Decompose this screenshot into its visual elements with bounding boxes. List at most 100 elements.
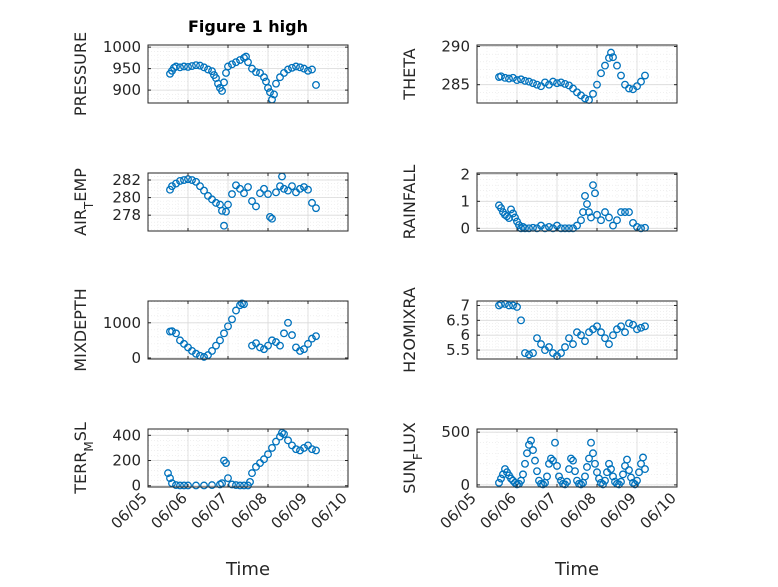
- data-point: [204, 65, 212, 74]
- data-point: [605, 340, 613, 349]
- data-point: [523, 449, 531, 458]
- data-point: [551, 438, 559, 447]
- axes-box: [147, 428, 349, 488]
- data-point: [641, 322, 649, 331]
- data-point: [300, 345, 308, 354]
- data-point: [501, 73, 509, 82]
- data-point: [589, 89, 597, 98]
- data-point: [629, 320, 637, 329]
- data-point: [601, 61, 609, 70]
- data-point: [511, 213, 519, 222]
- data-point: [565, 334, 573, 343]
- x-tick-label: 06/09: [268, 489, 311, 532]
- subplot-1: 900 950 1000 PRESSURE Figure 1 high: [71, 17, 349, 116]
- y-tick-label: 0: [131, 349, 141, 367]
- data-point: [168, 327, 176, 336]
- data-point: [224, 474, 232, 483]
- data-point: [308, 198, 316, 207]
- data-point: [228, 315, 236, 324]
- data-point: [180, 176, 188, 184]
- data-point: [196, 61, 204, 70]
- data-point: [561, 224, 569, 233]
- data-point: [627, 473, 635, 482]
- data-point: [236, 184, 244, 193]
- data-point: [505, 74, 513, 83]
- data-point: [629, 218, 637, 227]
- data-point: [495, 478, 503, 487]
- data-point: [635, 468, 643, 477]
- data-point: [296, 63, 304, 72]
- x-tick-label: 06/10: [637, 489, 680, 532]
- data-point: [292, 445, 300, 454]
- data-point: [581, 94, 589, 103]
- plot-area: [148, 429, 348, 487]
- data-point: [172, 481, 180, 490]
- data-point: [529, 446, 537, 455]
- data-point: [625, 466, 633, 475]
- data-point: [164, 469, 172, 478]
- data-point: [166, 474, 174, 483]
- axes-box: [476, 172, 678, 232]
- y-tick-label: 2: [460, 165, 470, 183]
- data-point: [308, 65, 316, 74]
- data-point: [557, 349, 565, 358]
- data-point: [525, 224, 533, 233]
- data-point: [637, 323, 645, 332]
- data-point: [581, 472, 589, 481]
- data-point: [637, 224, 645, 233]
- data-point: [569, 340, 577, 349]
- data-point: [272, 79, 280, 88]
- data-point: [517, 224, 525, 233]
- data-point: [192, 481, 200, 490]
- data-point: [605, 213, 613, 222]
- data-point: [629, 478, 637, 487]
- data-point: [208, 67, 216, 76]
- data-point: [260, 455, 268, 464]
- data-point: [200, 63, 208, 72]
- data-point: [296, 346, 304, 355]
- data-point: [527, 436, 535, 445]
- data-point: [308, 334, 316, 343]
- data-point: [312, 446, 320, 455]
- y-tick-label: 290: [441, 38, 470, 56]
- data-point: [296, 184, 304, 193]
- data-point: [266, 212, 274, 221]
- subplot-6: 5.566.57 H2OMIXRA: [400, 287, 678, 373]
- data-point: [533, 467, 541, 476]
- data-point: [184, 481, 192, 490]
- data-point: [587, 438, 595, 447]
- data-point: [637, 77, 645, 86]
- data-point: [236, 301, 244, 310]
- data-point: [583, 200, 591, 208]
- data-point: [192, 61, 200, 70]
- data-point: [521, 76, 529, 85]
- data-point: [260, 73, 268, 82]
- x-tick-label: 06/05: [437, 489, 480, 532]
- data-point: [260, 184, 268, 193]
- data-point: [222, 207, 230, 216]
- y-axis-label: AIRTEMP: [71, 168, 96, 236]
- x-tick-label: 06/05: [108, 489, 151, 532]
- data-point: [497, 204, 505, 213]
- data-point: [216, 336, 224, 345]
- y-tick-label: 500: [441, 423, 470, 441]
- data-point: [312, 332, 320, 341]
- data-point: [591, 189, 599, 198]
- y-tick-label: 950: [112, 60, 141, 78]
- data-point: [517, 75, 525, 84]
- data-point: [252, 68, 260, 77]
- plot-area: [477, 45, 677, 103]
- axes-box: [147, 300, 349, 360]
- data-point: [240, 481, 248, 490]
- y-tick-label: 400: [112, 426, 141, 444]
- data-point: [573, 221, 581, 230]
- data-point: [589, 449, 597, 458]
- data-point: [252, 202, 260, 211]
- axes-box: [147, 172, 349, 232]
- data-point: [240, 189, 248, 198]
- data-point: [200, 352, 208, 361]
- data-point: [276, 73, 284, 82]
- data-point: [256, 68, 264, 77]
- data-point: [284, 186, 292, 195]
- data-point: [549, 456, 557, 465]
